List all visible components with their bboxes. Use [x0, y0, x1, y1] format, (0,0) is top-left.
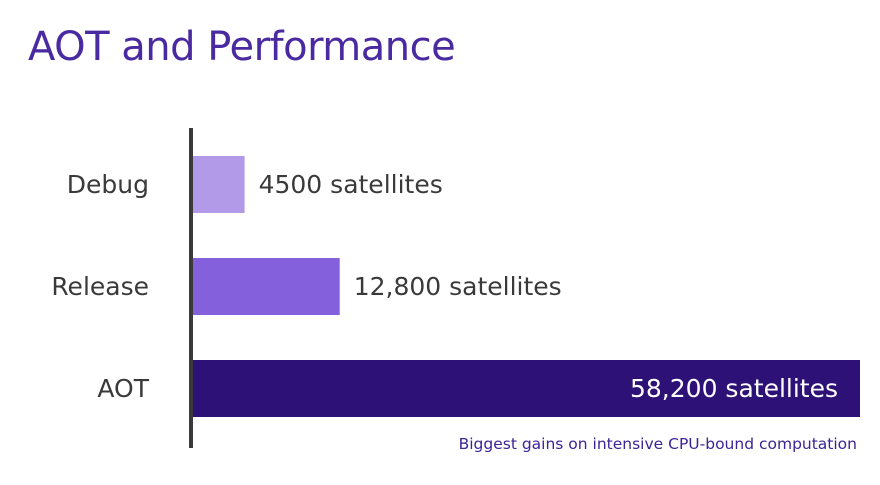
- bars-layer: [193, 156, 860, 417]
- footnote: Biggest gains on intensive CPU-bound com…: [458, 435, 857, 453]
- slide-title: AOT and Performance: [28, 24, 456, 70]
- value-label-aot: 58,200 satellites: [630, 374, 838, 403]
- value-label-release: 12,800 satellites: [354, 272, 562, 301]
- category-label-debug: Debug: [67, 170, 149, 199]
- bar-release: [193, 258, 340, 315]
- labels-layer: Debug 4500 satellites Release 12,800 satell…: [51, 170, 838, 403]
- category-label-release: Release: [51, 272, 149, 301]
- bar-debug: [193, 156, 245, 213]
- category-label-aot: AOT: [97, 374, 149, 403]
- value-label-debug: 4500 satellites: [259, 170, 443, 199]
- bar-aot: [193, 360, 860, 417]
